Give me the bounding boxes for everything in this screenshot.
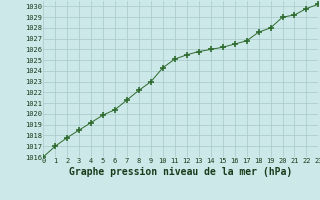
X-axis label: Graphe pression niveau de la mer (hPa): Graphe pression niveau de la mer (hPa) xyxy=(69,167,292,177)
